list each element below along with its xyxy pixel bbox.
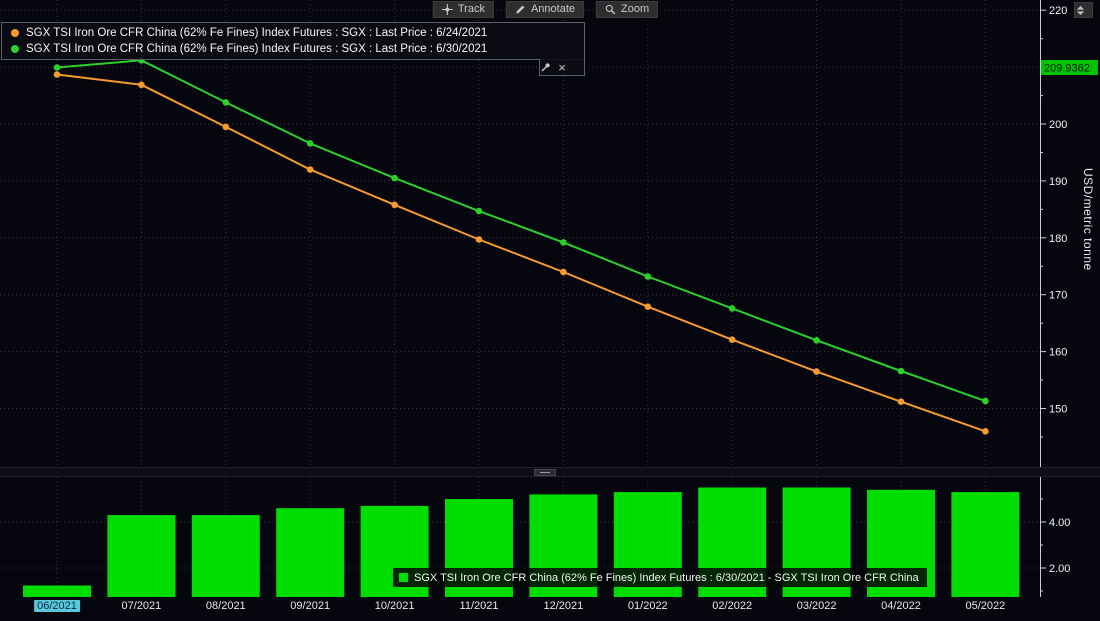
series-point [644, 303, 652, 311]
track-button[interactable]: Track [432, 1, 494, 18]
panel-divider[interactable] [0, 467, 1100, 477]
legend: SGX TSI Iron Ore CFR China (62% Fe Fines… [1, 22, 585, 76]
legend-controls: × [539, 59, 585, 76]
x-tick-label: 10/2021 [374, 600, 415, 612]
magnifier-icon [605, 4, 616, 15]
spread-legend-label: SGX TSI Iron Ore CFR China (62% Fe Fines… [414, 571, 919, 584]
series-point [982, 428, 989, 435]
series-point [53, 64, 61, 71]
pushpin-icon[interactable] [540, 62, 551, 73]
series-point [391, 174, 398, 182]
orange-series-marker-dot [11, 29, 19, 37]
series-point [560, 239, 567, 246]
drag-handle-icon[interactable] [534, 469, 556, 476]
x-tick-label: 04/2022 [881, 600, 921, 612]
series-point [813, 337, 820, 344]
series-point [306, 166, 314, 173]
series-point [475, 236, 483, 243]
y-tick-label: 180 [1049, 233, 1067, 245]
series-point [982, 397, 989, 405]
series-point [897, 398, 905, 406]
series-point [728, 336, 736, 344]
x-tick-label: 07/2021 [121, 600, 162, 612]
series-point [644, 273, 652, 280]
green-series-marker-dot [11, 45, 19, 53]
annotate-button-label: Annotate [530, 3, 576, 15]
legend-item-orange-series[interactable]: SGX TSI Iron Ore CFR China (62% Fe Fines… [2, 25, 584, 41]
x-tick-label: 11/2021 [459, 600, 499, 612]
drag-handle-mark [540, 472, 550, 473]
series-point [728, 305, 736, 312]
spread-bar [951, 492, 1020, 597]
series-point [222, 123, 230, 131]
x-axis: 06/2021 07/2021 08/2021 09/2021 10/2021 11/20… [0, 598, 1100, 620]
series-point [475, 207, 483, 215]
spread-legend: SGX TSI Iron Ore CFR China (62% Fe Fines… [393, 568, 927, 587]
legend-item-label: SGX TSI Iron Ore CFR China (62% Fe Fines… [26, 43, 488, 55]
series-point [897, 367, 905, 375]
x-tick-label: 01/2022 [627, 600, 668, 612]
last-price-marker [1041, 60, 1098, 75]
zoom-button-label: Zoom [621, 3, 650, 15]
chart-toolbar: Track Annotate Zoom [432, 1, 659, 18]
y-tick-label: 4.00 [1049, 517, 1070, 529]
pencil-icon [516, 5, 525, 14]
spread-series-swatch [399, 573, 408, 582]
close-icon[interactable]: × [558, 59, 566, 75]
series-point [53, 71, 61, 78]
track-button-label: Track [457, 3, 485, 15]
x-tick-label: 12/2021 [543, 600, 584, 612]
series-line-0 [56, 73, 986, 433]
x-tick-label: 08/2021 [205, 600, 246, 612]
legend-item-green-series[interactable]: SGX TSI Iron Ore CFR China (62% Fe Fines… [2, 41, 584, 57]
spread-bar [276, 508, 345, 597]
expand-panel-icon [1076, 5, 1085, 15]
x-tick-label: 05/2022 [965, 600, 1006, 612]
legend-item-label: SGX TSI Iron Ore CFR China (62% Fe Fines… [26, 27, 488, 39]
series-point [560, 268, 567, 276]
spread-bar [191, 515, 260, 597]
spread-bar [23, 585, 91, 597]
y-tick-label: 170 [1049, 290, 1067, 302]
last-price-label: 209.9362 [1044, 63, 1090, 75]
y-tick-label: 220 [1049, 5, 1067, 17]
series-point [138, 81, 145, 89]
x-tick-label-selected[interactable]: 06/2021 [34, 600, 80, 612]
x-tick-label: 02/2022 [712, 600, 753, 612]
annotate-button[interactable]: Annotate [505, 1, 585, 18]
y-tick-label: 160 [1049, 347, 1067, 359]
x-tick-label: 09/2021 [290, 600, 331, 612]
y-tick-label: 150 [1049, 404, 1067, 416]
crosshair-move-icon [441, 4, 453, 15]
y-tick-label: 200 [1049, 119, 1067, 131]
zoom-button[interactable]: Zoom [596, 1, 659, 18]
series-point [813, 368, 820, 375]
y-axis-title: USD/metric tonne [1081, 168, 1095, 271]
y-tick-label: 190 [1049, 176, 1067, 188]
x-tick-label: 03/2022 [796, 600, 837, 612]
y-tick-label: 2.00 [1049, 563, 1070, 575]
spread-bar [107, 515, 176, 597]
expand-panel-button[interactable] [1074, 2, 1093, 18]
series-point [222, 99, 230, 106]
series-point [306, 140, 314, 147]
series-line-1 [56, 59, 986, 403]
series-point [391, 201, 398, 209]
